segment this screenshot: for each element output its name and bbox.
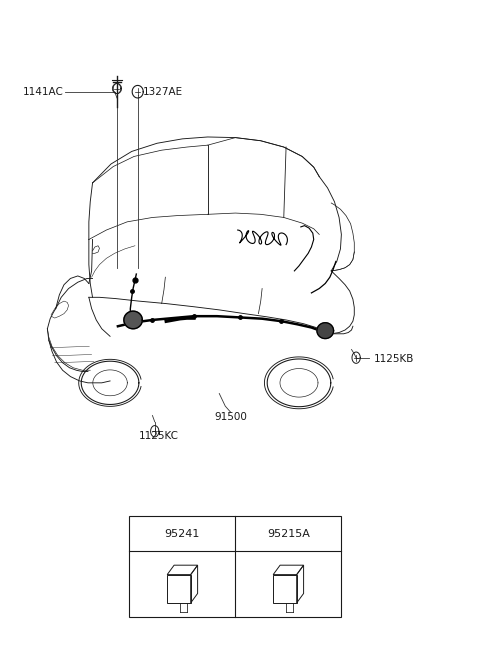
Polygon shape bbox=[124, 311, 142, 329]
Text: 91500: 91500 bbox=[215, 412, 248, 422]
Polygon shape bbox=[317, 323, 334, 339]
Text: 95241: 95241 bbox=[165, 529, 200, 539]
Text: 1141AC: 1141AC bbox=[23, 86, 64, 97]
Text: 1327AE: 1327AE bbox=[143, 86, 183, 97]
Text: 1125KB: 1125KB bbox=[373, 354, 414, 364]
Text: 95215A: 95215A bbox=[267, 529, 310, 539]
Text: 1125KC: 1125KC bbox=[139, 430, 179, 441]
Bar bbox=[130, 516, 341, 617]
